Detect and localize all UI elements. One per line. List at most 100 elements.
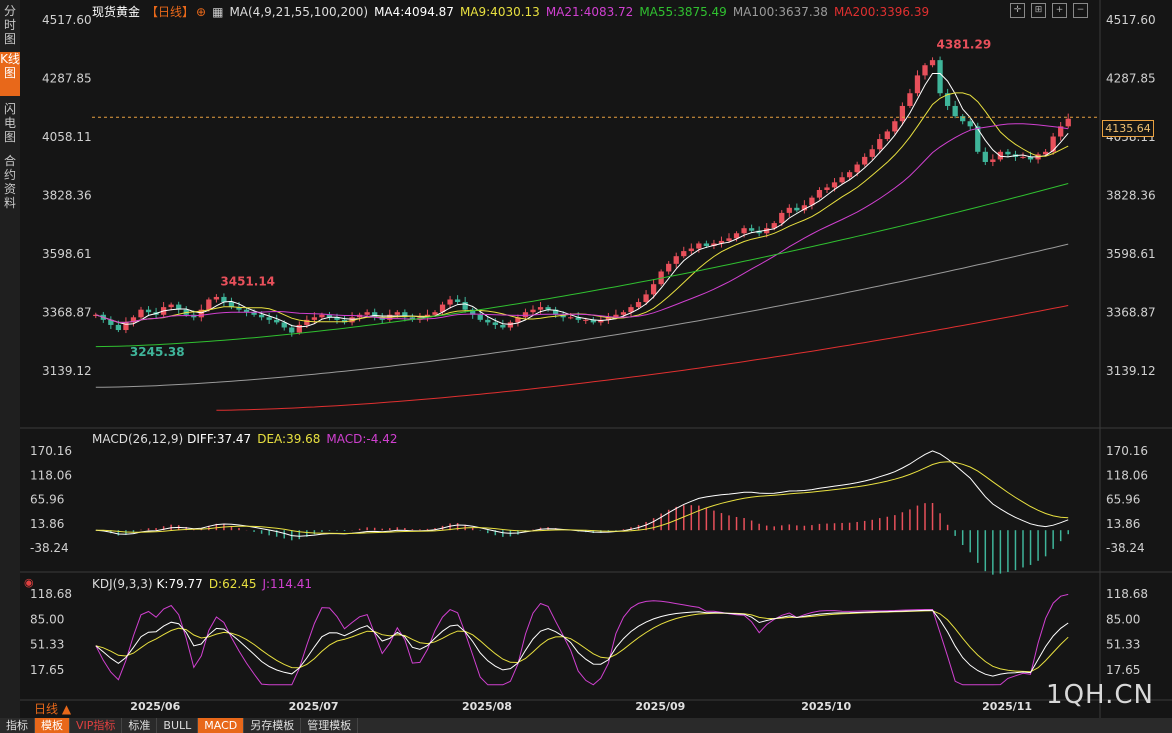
candle-body <box>372 312 378 318</box>
y-tick-right: 3139.12 <box>1106 364 1156 378</box>
bottom-tab-6[interactable]: 另存模板 <box>244 718 302 733</box>
ma21-line <box>95 123 1069 323</box>
candle-body <box>816 189 823 198</box>
macd-value: MACD:-4.42 <box>326 432 398 446</box>
macd-y-tick-right: 170.16 <box>1106 444 1148 458</box>
candle-body <box>266 317 272 320</box>
candle-body <box>598 319 604 323</box>
candle-body <box>718 240 725 244</box>
price-annotation: 3451.14 <box>220 275 275 289</box>
candle-body <box>952 105 958 117</box>
price-annotation: 3245.38 <box>130 345 185 359</box>
candle-body <box>635 302 642 308</box>
zoom-out-icon[interactable]: − <box>1073 3 1088 18</box>
ma4-value: MA4:4094.87 <box>374 5 454 19</box>
candle-body <box>748 228 755 231</box>
candle-body <box>477 314 483 320</box>
tab-timeshare[interactable]: 分时图 <box>3 4 16 46</box>
candle-body <box>877 139 883 150</box>
crosshair-icon[interactable]: ✛ <box>1010 3 1025 18</box>
candle-body <box>922 65 928 76</box>
candle-body <box>364 312 370 315</box>
candle-body <box>130 317 137 323</box>
x-tick: 2025/07 <box>289 700 339 713</box>
period-label[interactable]: 日线 ▲ <box>34 702 72 716</box>
candle-body <box>831 182 838 188</box>
candle-body <box>741 228 747 234</box>
candle-body <box>862 156 868 165</box>
x-tick: 2025/08 <box>462 700 512 713</box>
bottom-tab-4[interactable]: BULL <box>157 718 199 733</box>
bottom-tab-5[interactable]: MACD <box>198 718 245 733</box>
candle-body <box>907 93 913 106</box>
candle-body <box>779 212 785 224</box>
candle-body <box>967 121 973 127</box>
candle-body <box>206 299 212 310</box>
macd-y-tick-left: 65.96 <box>30 493 64 507</box>
candle-body <box>515 317 521 323</box>
y-tick-left: 3368.87 <box>42 305 92 319</box>
candle-body <box>884 131 890 140</box>
zoom-in-icon[interactable]: + <box>1052 3 1067 18</box>
instrument-title: 现货黄金 <box>92 5 141 19</box>
kdj-legend: KDJ(9,3,3) K:79.77 D:62.45 J:114.41 <box>92 577 318 591</box>
ma100-value: MA100:3637.38 <box>732 5 828 19</box>
chart-toolbar: ✛ ⊞ + − <box>1010 3 1088 18</box>
candle-body <box>711 243 717 247</box>
price-annotation: 4381.29 <box>937 38 992 52</box>
candle-body <box>605 317 612 320</box>
settings-dot-icon[interactable]: ◉ <box>24 576 34 589</box>
y-tick-left: 3139.12 <box>42 364 92 378</box>
candle-body <box>168 304 174 308</box>
candle-body <box>944 93 951 106</box>
candle-body <box>236 307 242 310</box>
bottom-tab-1[interactable]: 模板 <box>35 718 70 733</box>
candle-body <box>869 149 875 157</box>
candle-body <box>462 302 468 310</box>
tab-contract-info[interactable]: 合约资料 <box>3 154 16 210</box>
candle-body <box>733 233 740 239</box>
candle-body <box>809 197 815 206</box>
candle-body <box>221 296 227 303</box>
bottom-tab-2[interactable]: VIP指标 <box>70 718 123 733</box>
candle-body <box>537 307 544 310</box>
y-tick-right: 4287.85 <box>1106 72 1156 86</box>
candle-body <box>552 309 559 315</box>
candle-body <box>960 116 966 122</box>
tab-kline[interactable]: K线图 <box>0 52 20 96</box>
candle-body <box>620 312 627 315</box>
candle-body <box>402 312 408 318</box>
expand-icon[interactable]: ⊞ <box>1031 3 1046 18</box>
tab-flash[interactable]: 闪电图 <box>3 102 16 144</box>
candle-body <box>575 317 581 320</box>
bottom-tab-3[interactable]: 标准 <box>122 718 158 733</box>
macd-y-tick-left: 13.86 <box>30 517 64 531</box>
kdj-y-tick-left: 17.65 <box>30 663 64 677</box>
candle-body <box>839 177 845 183</box>
candle-body <box>492 322 498 325</box>
chart-canvas[interactable]: 4517.604517.604287.854287.854058.114058.… <box>0 0 1172 718</box>
candle-body <box>439 304 446 313</box>
candle-body <box>756 230 762 234</box>
main-legend: 现货黄金 【日线】 ⊕ ▦ MA(4,9,21,55,100,200) MA4:4094.… <box>92 3 935 20</box>
candle-body <box>319 314 325 318</box>
candle-body <box>432 312 438 315</box>
y-tick-right: 3598.61 <box>1106 247 1156 261</box>
kdj-label: KDJ(9,3,3) <box>92 577 153 591</box>
candle-body <box>794 207 800 211</box>
candle-body <box>982 151 988 162</box>
y-tick-right: 3828.36 <box>1106 189 1156 203</box>
kdj-y-tick-right: 85.00 <box>1106 612 1140 626</box>
bottom-tab-0[interactable]: 指标 <box>0 718 35 733</box>
candle-body <box>975 126 981 152</box>
macd-dea-line <box>95 461 1069 535</box>
kdj-y-tick-left: 51.33 <box>30 638 64 652</box>
macd-y-tick-right: 65.96 <box>1106 493 1140 507</box>
candle-body <box>341 319 348 323</box>
bottom-tab-7[interactable]: 管理模板 <box>301 718 359 733</box>
add-icon[interactable]: ⊕ <box>196 5 207 19</box>
candle-body <box>138 309 144 318</box>
candle-body <box>764 228 770 234</box>
candle-body <box>846 172 853 178</box>
kdj-j: J:114.41 <box>262 577 313 591</box>
